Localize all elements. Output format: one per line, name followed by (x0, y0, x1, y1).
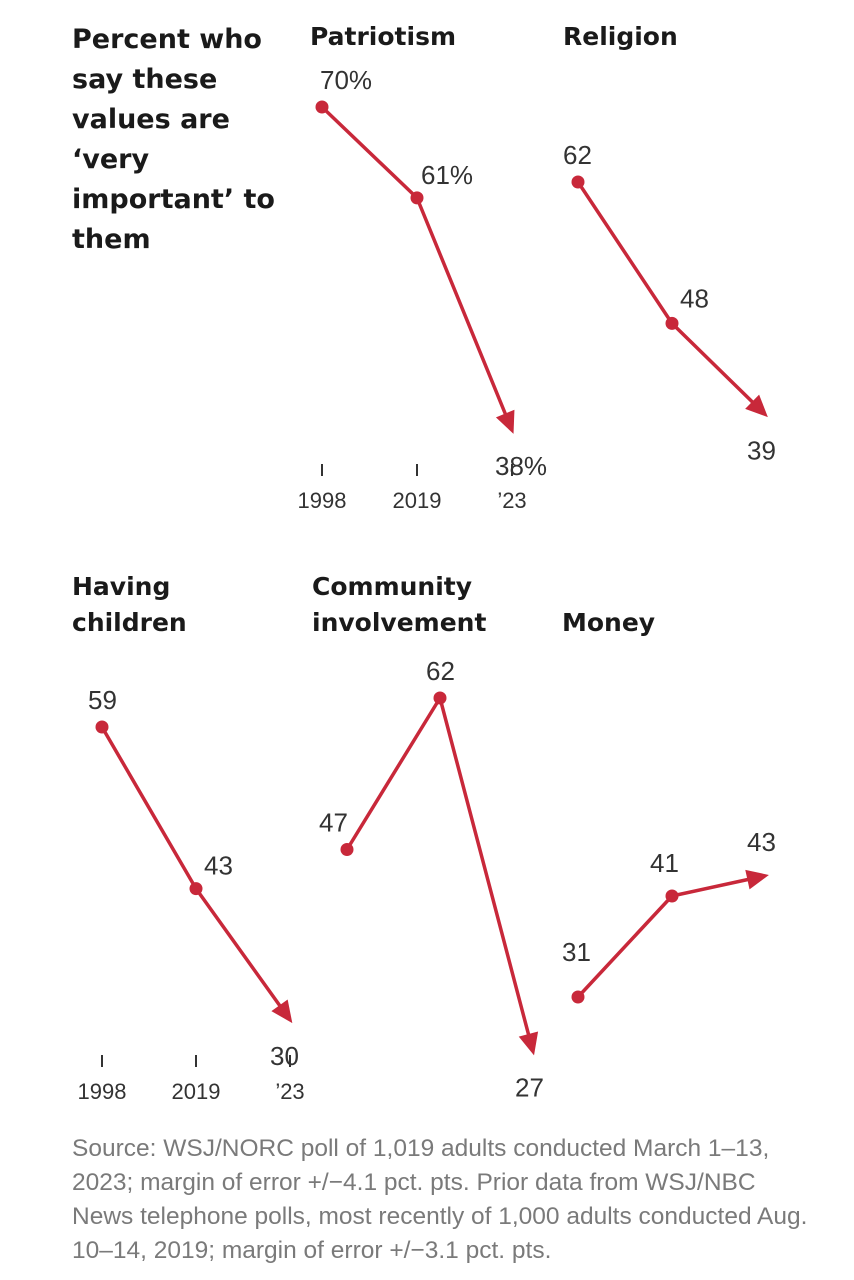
series-line (576, 180, 674, 326)
panel-title: Money (562, 608, 655, 637)
series-line (438, 696, 532, 1040)
x-tick-label: 2019 (172, 1079, 221, 1104)
x-tick-label: ’23 (497, 488, 526, 513)
x-tick-label: ’23 (275, 1079, 304, 1104)
data-label: 43 (204, 851, 233, 881)
series-line (320, 105, 419, 200)
panel-money: Money 31 41 43 (562, 608, 776, 1004)
arrow-head (518, 1031, 539, 1056)
x-tick-label: 1998 (78, 1079, 127, 1104)
arrow-head (745, 394, 768, 418)
data-label: 43 (747, 827, 776, 857)
data-label: 70% (320, 65, 372, 95)
series-line (194, 886, 284, 1011)
series-line (345, 696, 442, 852)
x-tick-label: 1998 (298, 488, 347, 513)
series-line (415, 196, 509, 419)
data-point (665, 316, 679, 330)
series-line (670, 321, 757, 407)
data-point (571, 990, 585, 1004)
data-label: 27 (515, 1073, 544, 1103)
panel-title: Having children (72, 572, 187, 637)
data-point (571, 175, 585, 189)
series-line (100, 725, 198, 891)
series-line (670, 877, 754, 898)
panel-title: Patriotism (310, 22, 456, 51)
source-note: Source: WSJ/NORC poll of 1,019 adults co… (72, 1135, 808, 1264)
data-point (340, 843, 354, 856)
data-label: 47 (319, 808, 348, 838)
data-label: 38% (495, 451, 547, 481)
series-line (576, 894, 674, 999)
panel-title: Religion (563, 22, 678, 51)
data-point (665, 889, 679, 903)
data-label: 59 (88, 685, 117, 715)
data-label: 62 (563, 140, 592, 170)
data-label: 62 (426, 656, 455, 686)
data-label: 48 (680, 283, 709, 313)
data-label: 61% (421, 160, 473, 190)
data-label: 30 (270, 1041, 299, 1071)
chart-title: Percent who say these values are ‘very i… (72, 24, 275, 255)
panel-title: Community involvement (312, 572, 486, 637)
panel-religion: Religion 62 48 39 (563, 22, 776, 465)
data-point (410, 191, 424, 205)
data-point (95, 720, 109, 734)
data-point (315, 100, 329, 114)
data-point (433, 691, 447, 705)
data-point (189, 882, 203, 896)
x-tick-label: 2019 (393, 488, 442, 513)
panel-patriotism: Patriotism 70% 61% 38% 1998 2019 ’23 (298, 22, 548, 513)
data-label: 39 (747, 435, 776, 465)
arrow-head (271, 999, 293, 1024)
arrow-head (495, 409, 515, 434)
panel-community-involvement: Community involvement 47 62 27 (312, 572, 544, 1103)
panel-having-children: Having children 59 43 30 1998 2019 ’23 (72, 572, 305, 1104)
data-label: 31 (562, 937, 591, 967)
arrow-head (745, 869, 769, 890)
data-label: 41 (650, 848, 679, 878)
